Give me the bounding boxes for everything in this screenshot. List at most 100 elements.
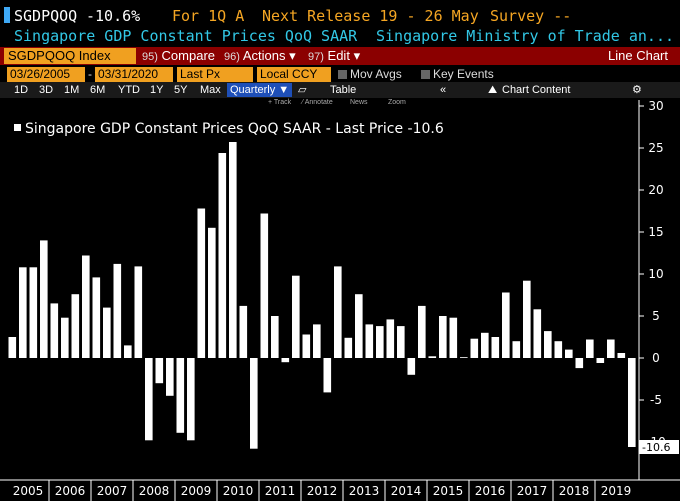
bar bbox=[523, 280, 531, 358]
frequency-dropdown[interactable]: Quarterly ▼ bbox=[227, 83, 293, 97]
price-field[interactable]: Last Px bbox=[177, 67, 253, 82]
edit-button[interactable]: 97) Edit ▾ bbox=[308, 48, 360, 65]
bar bbox=[470, 338, 479, 358]
bar bbox=[197, 208, 206, 358]
line-chart-icon[interactable]: ▱ bbox=[298, 84, 307, 96]
legend-swatch bbox=[14, 124, 21, 131]
compare-number: 95) bbox=[142, 51, 158, 63]
security-marker bbox=[4, 7, 10, 23]
period-3d[interactable]: 3D bbox=[39, 84, 54, 96]
gear-icon[interactable]: ⚙ bbox=[632, 84, 642, 96]
x-tick-label: 2010 bbox=[223, 484, 254, 498]
y-tick-label: 15 bbox=[648, 225, 663, 239]
x-tick-label: 2016 bbox=[475, 484, 506, 498]
x-tick-label: 2013 bbox=[349, 484, 380, 498]
bar bbox=[40, 240, 48, 358]
bar bbox=[218, 153, 227, 358]
bar bbox=[575, 358, 584, 369]
bar bbox=[29, 267, 38, 358]
bar bbox=[449, 317, 458, 358]
x-tick-label: 2011 bbox=[265, 484, 296, 498]
last-value-tag-label: -10.6 bbox=[642, 441, 670, 454]
table-button[interactable]: Table bbox=[330, 84, 357, 96]
y-tick-label: 5 bbox=[652, 309, 660, 323]
y-tick-label: 20 bbox=[648, 183, 663, 197]
source-label: Singapore Ministry of Trade an... bbox=[376, 27, 675, 45]
period-1d[interactable]: 1D bbox=[14, 84, 29, 96]
period-bar: 1D 3D 1M 6M YTD 1Y 5Y Max Quarterly ▼ ▱ … bbox=[0, 82, 680, 98]
key-events-label: Key Events bbox=[433, 67, 494, 81]
bar bbox=[19, 267, 27, 358]
x-tick-label: 2005 bbox=[13, 484, 44, 498]
x-tick-label: 2012 bbox=[307, 484, 338, 498]
collapse-icon[interactable]: « bbox=[440, 84, 447, 96]
bar bbox=[376, 326, 384, 358]
compare-button[interactable]: 95) Compare bbox=[142, 48, 215, 65]
bar bbox=[82, 255, 90, 358]
bar bbox=[187, 358, 195, 441]
y-tick-label: 10 bbox=[648, 267, 663, 281]
bar bbox=[502, 292, 510, 358]
period-ytd[interactable]: YTD bbox=[118, 84, 140, 96]
bar bbox=[208, 227, 216, 358]
zoom-tool[interactable]: Zoom bbox=[388, 99, 406, 106]
bar bbox=[229, 137, 237, 358]
mov-avgs-checkbox[interactable] bbox=[338, 70, 347, 79]
y-tick-label: 25 bbox=[648, 141, 663, 155]
actions-label: Actions bbox=[242, 48, 286, 63]
chart-type-title: Line Chart bbox=[608, 48, 668, 63]
x-axis: 2005 2006 2007 2008 2009 2010 2011 2012 2013 2014… bbox=[0, 479, 680, 501]
x-tick-label: 2015 bbox=[433, 484, 464, 498]
x-tick-label: 2007 bbox=[97, 484, 128, 498]
period-6m[interactable]: 6M bbox=[90, 84, 106, 96]
period-1m[interactable]: 1M bbox=[64, 84, 80, 96]
start-date-field[interactable]: 03/26/2005 bbox=[7, 67, 85, 82]
bar bbox=[124, 345, 132, 358]
period-5y[interactable]: 5Y bbox=[174, 84, 188, 96]
y-tick-label: 0 bbox=[652, 351, 660, 365]
chart-content-icon[interactable]: ⛰ bbox=[488, 84, 498, 96]
bar bbox=[92, 277, 101, 358]
bar bbox=[407, 358, 416, 375]
legend: Singapore GDP Constant Prices QoQ SAAR -… bbox=[7, 116, 457, 142]
track-tool[interactable]: + Track bbox=[268, 99, 292, 106]
actions-button[interactable]: 96) Actions ▾ bbox=[224, 48, 296, 65]
bar bbox=[134, 266, 143, 358]
x-tick-label: 2018 bbox=[559, 484, 590, 498]
last-value: -10.6% bbox=[86, 7, 141, 25]
legend-box bbox=[7, 116, 457, 142]
bar bbox=[323, 358, 332, 393]
bar bbox=[271, 316, 279, 358]
period-1y[interactable]: 1Y bbox=[150, 84, 164, 96]
bar bbox=[386, 319, 395, 358]
currency-field[interactable]: Local CCY bbox=[257, 67, 331, 82]
bar bbox=[239, 305, 248, 358]
for-period-label: For 1Q A bbox=[172, 7, 245, 25]
bar bbox=[145, 358, 153, 441]
bar bbox=[302, 334, 311, 358]
bar bbox=[565, 349, 573, 358]
period-max[interactable]: Max bbox=[200, 84, 221, 96]
chevron-down-icon: ▾ bbox=[353, 48, 361, 63]
end-date-field[interactable]: 03/31/2020 bbox=[95, 67, 173, 82]
ticker-index-field[interactable]: SGDPQOQ Index bbox=[4, 48, 136, 64]
actions-number: 96) bbox=[224, 51, 240, 63]
bar bbox=[460, 357, 468, 358]
bar bbox=[176, 358, 185, 433]
bar bbox=[397, 326, 405, 358]
ticker-label[interactable]: SGDPQOQ bbox=[14, 7, 78, 25]
y-tick-label: 30 bbox=[648, 99, 663, 113]
bar bbox=[533, 309, 542, 358]
bar bbox=[365, 324, 374, 358]
bar bbox=[113, 263, 122, 358]
bar bbox=[491, 337, 500, 358]
annotate-tool[interactable]: ⁄ Annotate bbox=[302, 99, 333, 106]
x-tick-label: 2014 bbox=[391, 484, 422, 498]
chart-content-button[interactable]: Chart Content bbox=[502, 84, 571, 96]
news-tool[interactable]: News bbox=[350, 99, 368, 106]
bar bbox=[260, 213, 269, 358]
key-events-checkbox[interactable] bbox=[421, 70, 430, 79]
chevron-down-icon: ▾ bbox=[289, 48, 296, 63]
bar bbox=[250, 358, 258, 449]
